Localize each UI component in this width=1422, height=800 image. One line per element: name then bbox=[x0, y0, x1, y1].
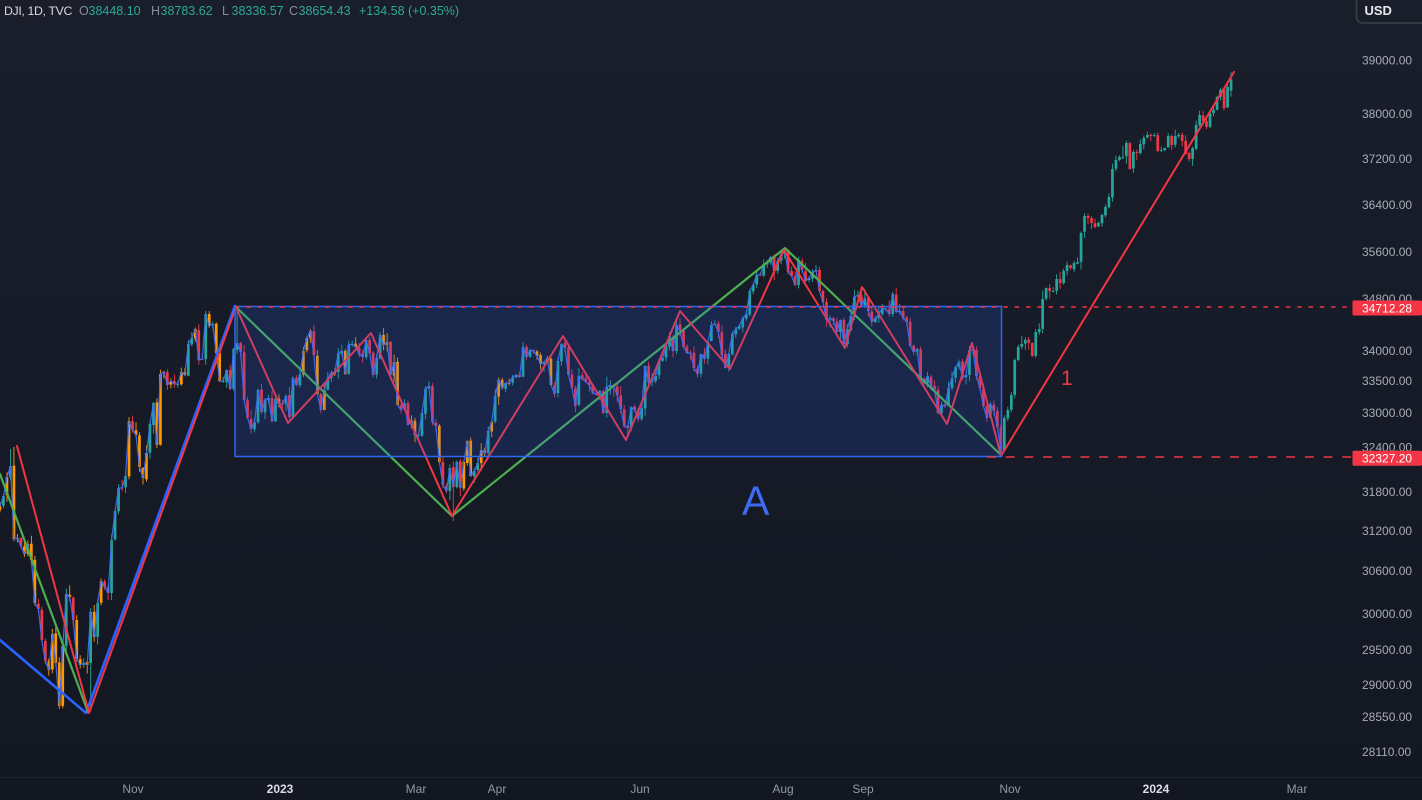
svg-text:USD: USD bbox=[1365, 3, 1392, 18]
svg-text:35600.00: 35600.00 bbox=[1362, 245, 1412, 259]
svg-text:Apr: Apr bbox=[488, 782, 507, 796]
svg-text:38783.62: 38783.62 bbox=[161, 4, 213, 18]
svg-text:H: H bbox=[151, 4, 160, 18]
svg-text:Nov: Nov bbox=[122, 782, 143, 796]
svg-text:28550.00: 28550.00 bbox=[1362, 710, 1412, 724]
svg-text:2023: 2023 bbox=[267, 782, 294, 796]
svg-text:Mar: Mar bbox=[1287, 782, 1308, 796]
svg-text:Mar: Mar bbox=[406, 782, 427, 796]
svg-text:O: O bbox=[79, 4, 89, 18]
svg-text:30000.00: 30000.00 bbox=[1362, 607, 1412, 621]
svg-text:29000.00: 29000.00 bbox=[1362, 678, 1412, 692]
svg-text:31800.00: 31800.00 bbox=[1362, 485, 1412, 499]
svg-text:38336.57: 38336.57 bbox=[232, 4, 284, 18]
svg-text:30600.00: 30600.00 bbox=[1362, 564, 1412, 578]
svg-text:38448.10: 38448.10 bbox=[89, 4, 141, 18]
svg-text:28110.00: 28110.00 bbox=[1362, 745, 1411, 759]
svg-text:33000.00: 33000.00 bbox=[1362, 406, 1412, 420]
svg-text:38654.43: 38654.43 bbox=[299, 4, 351, 18]
svg-text:29500.00: 29500.00 bbox=[1362, 643, 1412, 657]
svg-text:31200.00: 31200.00 bbox=[1362, 524, 1412, 538]
svg-text:38000.00: 38000.00 bbox=[1362, 107, 1412, 121]
svg-text:Jun: Jun bbox=[630, 782, 649, 796]
svg-text:2024: 2024 bbox=[1143, 782, 1170, 796]
svg-text:39000.00: 39000.00 bbox=[1362, 54, 1412, 68]
svg-text:+134.58 (+0.35%): +134.58 (+0.35%) bbox=[359, 4, 459, 18]
svg-text:C: C bbox=[289, 4, 298, 18]
svg-text:34712.28: 34712.28 bbox=[1362, 301, 1412, 315]
svg-text:32327.20: 32327.20 bbox=[1362, 452, 1412, 466]
svg-text:Aug: Aug bbox=[772, 782, 793, 796]
svg-text:34000.00: 34000.00 bbox=[1362, 344, 1412, 358]
svg-text:37200.00: 37200.00 bbox=[1362, 152, 1412, 166]
svg-text:Sep: Sep bbox=[852, 782, 874, 796]
svg-text:A: A bbox=[742, 478, 770, 524]
svg-text:Nov: Nov bbox=[999, 782, 1020, 796]
svg-text:L: L bbox=[222, 4, 229, 18]
svg-text:DJI, 1D, TVC: DJI, 1D, TVC bbox=[4, 4, 72, 18]
svg-text:36400.00: 36400.00 bbox=[1362, 198, 1412, 212]
svg-text:1: 1 bbox=[1061, 367, 1073, 390]
svg-text:33500.00: 33500.00 bbox=[1362, 374, 1412, 388]
